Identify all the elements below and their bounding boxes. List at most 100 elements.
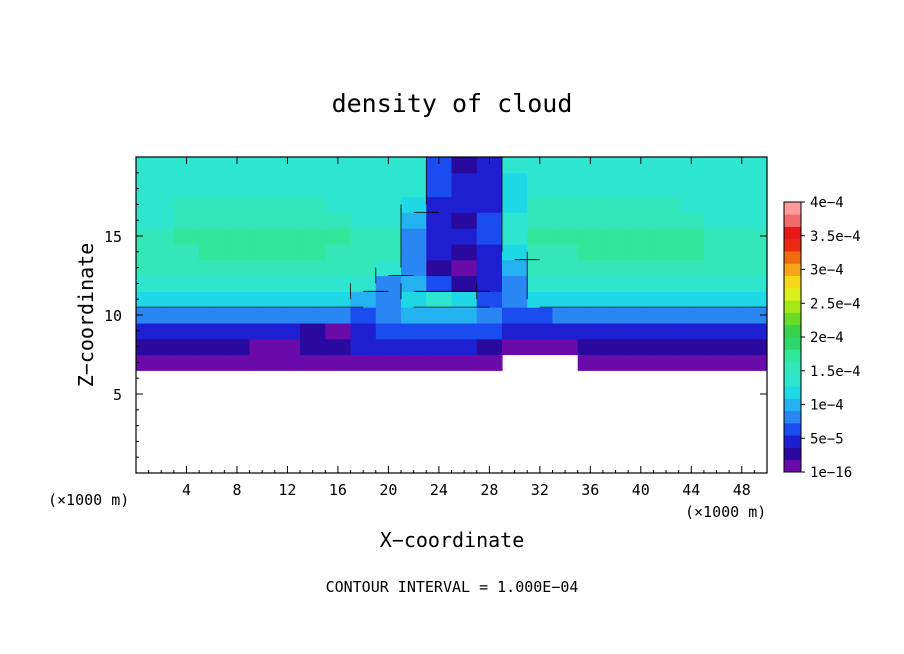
- contour-lines: [136, 157, 767, 308]
- density-cell: [754, 322, 767, 340]
- density-cell: [577, 291, 604, 308]
- density-cell: [274, 307, 301, 324]
- density-cell: [501, 196, 528, 213]
- density-cell: [527, 275, 554, 292]
- density-cell: [199, 157, 225, 174]
- density-cell: [678, 307, 705, 324]
- density-cell: [602, 243, 629, 261]
- density-cell: [552, 243, 579, 261]
- density-cell: [274, 212, 301, 229]
- density-cell: [148, 157, 175, 174]
- density-cell: [224, 157, 251, 174]
- density-cell: [148, 354, 175, 371]
- density-cell: [729, 228, 755, 245]
- colorbar-swatch: [784, 324, 801, 338]
- density-cell: [552, 172, 579, 198]
- density-cell: [300, 212, 326, 229]
- density-cell: [274, 338, 301, 356]
- density-cell: [602, 291, 629, 308]
- density-cell: [451, 196, 478, 213]
- density-cell: [628, 354, 655, 371]
- density-cell: [451, 212, 478, 229]
- density-cell: [527, 157, 554, 174]
- density-cell: [173, 228, 200, 245]
- density-cell: [729, 259, 755, 277]
- density-cell: [754, 157, 767, 174]
- y-axis-title: Z−coordinate: [74, 243, 98, 388]
- density-cell: [148, 275, 175, 292]
- colorbar-label: 3.5e−4: [810, 229, 861, 245]
- density-cell: [653, 228, 680, 245]
- density-cell: [754, 338, 767, 356]
- density-cell: [552, 157, 579, 174]
- x-axis-title: X−coordinate: [380, 528, 525, 552]
- density-cell: [476, 307, 503, 324]
- density-cell: [527, 212, 554, 229]
- density-cell: [501, 212, 528, 229]
- colorbar: [783, 201, 802, 473]
- density-cell: [754, 259, 767, 277]
- density-cell: [401, 322, 427, 340]
- colorbar-labels: 1e−16 5e−5 1e−4 1.5e−4 2e−4 2.5e−4 3e−4 3.5e−4 4…: [801, 195, 861, 481]
- density-cell: [451, 259, 478, 277]
- density-cell: [249, 259, 276, 277]
- density-cell: [501, 157, 528, 174]
- density-cell: [451, 338, 478, 356]
- density-cell: [476, 291, 503, 308]
- x-tick-label: 8: [232, 481, 241, 499]
- density-cell: [476, 322, 503, 340]
- density-cell: [199, 307, 225, 324]
- colorbar-label: 4e−4: [810, 195, 844, 211]
- density-cell: [451, 291, 478, 308]
- density-cell: [300, 338, 326, 356]
- density-cell: [249, 196, 276, 213]
- density-cell: [678, 291, 705, 308]
- density-cell: [703, 291, 730, 308]
- density-cell: [148, 322, 175, 340]
- density-cell: [300, 243, 326, 261]
- density-cell: [136, 338, 150, 356]
- colorbar-swatch: [784, 287, 801, 301]
- colorbar-swatch: [784, 238, 801, 252]
- density-cell: [350, 307, 377, 324]
- density-cell: [476, 157, 503, 174]
- density-cell: [136, 322, 150, 340]
- density-cell: [300, 354, 326, 371]
- density-cell: [249, 338, 276, 356]
- density-cell: [375, 307, 402, 324]
- density-cell: [577, 322, 604, 340]
- density-cell: [350, 275, 377, 292]
- colorbar-swatch: [784, 251, 801, 264]
- density-cell: [274, 291, 301, 308]
- density-cell: [602, 259, 629, 277]
- density-cell: [476, 212, 503, 229]
- density-cell: [350, 157, 377, 174]
- density-cell: [274, 354, 301, 371]
- density-cell: [325, 354, 352, 371]
- colorbar-swatch: [784, 373, 801, 387]
- x-tick-label: 40: [632, 481, 650, 499]
- colorbar-swatch: [784, 410, 801, 424]
- density-cell: [628, 172, 655, 198]
- density-cell: [703, 212, 730, 229]
- density-cell: [476, 259, 503, 277]
- density-cell: [476, 354, 503, 371]
- density-cell: [476, 275, 503, 292]
- density-cell: [199, 243, 225, 261]
- density-cell: [628, 275, 655, 292]
- density-cell: [199, 275, 225, 292]
- density-field: [136, 157, 767, 371]
- density-cell: [350, 172, 377, 198]
- density-cell: [729, 275, 755, 292]
- density-cell: [136, 259, 150, 277]
- density-cell: [602, 354, 629, 371]
- density-cell: [224, 275, 251, 292]
- density-cell: [678, 157, 705, 174]
- density-cell: [577, 228, 604, 245]
- y-tick-label: 15: [104, 228, 122, 246]
- density-cell: [148, 212, 175, 229]
- density-cell: [628, 338, 655, 356]
- density-cell: [199, 291, 225, 308]
- density-cell: [426, 259, 453, 277]
